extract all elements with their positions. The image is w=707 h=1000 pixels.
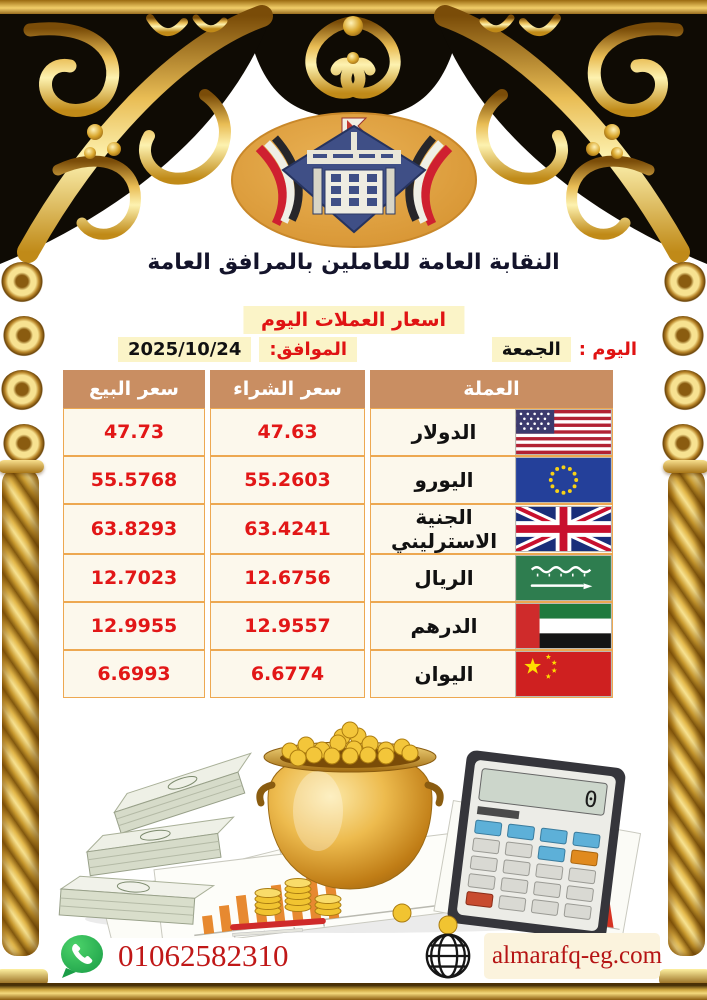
- frame-curl-icon: [2, 424, 46, 466]
- frame-column-left: [2, 468, 39, 956]
- currency-name: اليوان: [414, 662, 474, 686]
- buy-price: 63.4241: [210, 504, 365, 554]
- buy-price: 12.9557: [210, 602, 365, 650]
- frame-curl-icon: [0, 262, 44, 304]
- flag-saudi-icon: [516, 556, 611, 600]
- table-row: الدولار 47.63 47.73: [63, 408, 613, 456]
- flag-usa-icon: [516, 410, 611, 454]
- sell-price: 55.5768: [63, 456, 205, 504]
- union-logo: [231, 112, 477, 248]
- red-pen-icon: [230, 918, 326, 937]
- flag-uae-icon: [516, 604, 611, 648]
- table-row: الجنية الاسترليني 63.4241 63.8293: [63, 504, 613, 554]
- money-stacks-icon: [58, 752, 252, 925]
- flag-china-icon: [516, 652, 611, 696]
- date-row: اليوم : الجمعة الموافق: 2025/10/24: [62, 337, 637, 362]
- sell-price: 6.6993: [63, 650, 205, 698]
- exchange-rates-table: العملة سعر الشراء سعر البيع الدولار 47.6…: [58, 370, 618, 698]
- phone-number: 01062582310: [118, 938, 289, 973]
- currency-name: الدولار: [411, 420, 477, 444]
- buy-price: 12.6756: [210, 554, 365, 602]
- flag-uk-icon: [516, 507, 611, 551]
- frame-column-right: [668, 468, 705, 956]
- frame-curl-icon: [2, 316, 46, 358]
- sell-price: 12.7023: [63, 554, 205, 602]
- frame-bottom-bar: [0, 983, 707, 1000]
- currency-name: الجنية الاسترليني: [390, 505, 498, 553]
- frame-curl-icon: [0, 370, 44, 412]
- money-illustration: 0: [58, 721, 642, 938]
- table-row: الريال 12.6756 12.7023: [63, 554, 613, 602]
- gold-coins-icon: [281, 721, 419, 767]
- frame-curl-icon: [661, 424, 705, 466]
- column-cap: [0, 460, 44, 473]
- frame-curl-icon: [663, 370, 707, 412]
- table-header-row: العملة سعر الشراء سعر البيع: [63, 370, 613, 408]
- buy-price: 6.6774: [210, 650, 365, 698]
- calculator-icon: 0: [447, 750, 626, 938]
- date-value: 2025/10/24: [118, 337, 252, 362]
- column-cap: [663, 460, 707, 473]
- sell-price: 63.8293: [63, 504, 205, 554]
- globe-icon: [425, 933, 471, 979]
- currency-name: اليورو: [414, 468, 474, 492]
- sell-column-header: سعر البيع: [63, 370, 205, 408]
- table-row: اليوان 6.6774 6.6993: [63, 650, 613, 698]
- day-value: الجمعة: [491, 337, 571, 362]
- coin-stacks-icon: [254, 878, 458, 935]
- calculator-display: 0: [583, 787, 599, 813]
- day-label: اليوم :: [578, 339, 637, 360]
- buy-price: 47.63: [210, 408, 365, 456]
- column-base: [0, 969, 48, 986]
- frame-curl-icon: [663, 262, 707, 304]
- frame-curl-icon: [661, 316, 705, 358]
- website-url: almarafq-eg.com: [492, 942, 663, 969]
- table-row: الدرهم 12.9557 12.9955: [63, 602, 613, 650]
- sell-price: 12.9955: [63, 602, 205, 650]
- buy-column-header: سعر الشراء: [210, 370, 365, 408]
- currency-name: الريال: [414, 566, 474, 590]
- organization-title: النقابة العامة للعاملين بالمرافق العامة: [147, 250, 560, 275]
- table-row: اليورو 55.2603 55.5768: [63, 456, 613, 504]
- buy-price: 55.2603: [210, 456, 365, 504]
- flag-eu-icon: [516, 458, 611, 502]
- poster-subtitle: اسعار العملات اليوم: [242, 306, 465, 334]
- website-highlight: [484, 933, 660, 979]
- currency-column-header: العملة: [370, 370, 613, 408]
- gold-pot-icon: [256, 721, 444, 890]
- column-base: [659, 969, 707, 986]
- whatsapp-icon: [61, 935, 103, 978]
- sell-price: 47.73: [63, 408, 205, 456]
- currency-name: الدرهم: [410, 614, 478, 638]
- date-label: الموافق:: [259, 337, 358, 362]
